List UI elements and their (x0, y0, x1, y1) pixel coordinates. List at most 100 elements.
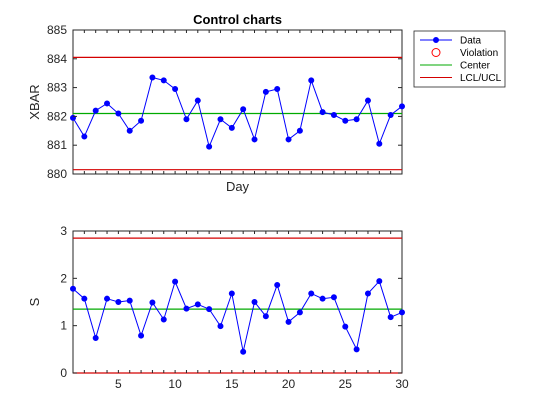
ax2-x-tick-label: 20 (282, 377, 296, 391)
ax1-y-tick-label: 885 (47, 23, 67, 37)
ax2-data-point (319, 295, 326, 302)
ax1-data-point (285, 136, 292, 143)
ax2-data-point (308, 290, 315, 297)
ax2-data-point (251, 299, 258, 305)
s-marks (70, 278, 405, 355)
ax2-y-tick-label: 2 (60, 271, 67, 285)
ax2-data-point (149, 299, 156, 306)
ax2-x-tick-label: 10 (168, 377, 182, 391)
ax1-data-point (183, 116, 190, 123)
ax1-data-point (194, 97, 201, 104)
ax1-y-tick-label: 880 (47, 167, 67, 181)
ax1-data-point (206, 143, 213, 150)
ax2-data-point (296, 309, 303, 316)
ax1-data-point (262, 88, 269, 95)
ax1-data-point (330, 111, 337, 118)
legend-label: LCL/UCL (460, 73, 502, 84)
ax1-data-point (319, 109, 326, 116)
ax1-data-point (115, 110, 122, 117)
legend-swatch-marker (433, 37, 439, 43)
legend-label: Data (460, 36, 482, 47)
ax1-data-point (308, 77, 315, 84)
ax1-data-point (104, 100, 111, 107)
legend-entry: LCL/UCL (420, 73, 502, 84)
legend-label: Violation (460, 48, 498, 59)
ax1-y-tick-label: 882 (47, 109, 67, 123)
ax2-x-tick-label: 15 (225, 377, 239, 391)
ax2-y-tick-label: 1 (60, 319, 67, 333)
ax2-x-tick-label: 30 (395, 377, 409, 391)
xbar-y-axis-label: XBAR (27, 84, 42, 119)
ax2-data-point (342, 323, 349, 330)
ax2-data-point (115, 299, 122, 305)
ax2-data-point (364, 290, 371, 297)
ax2-data-point (126, 297, 133, 304)
s-ticks: 0 1 2 3 5 10 15 20 25 30 (60, 224, 409, 391)
ax2-data-point (240, 348, 247, 355)
ax1-data-point (399, 103, 405, 110)
ax1-data-point (251, 136, 258, 143)
ax1-data-point (240, 106, 247, 113)
ax2-data-point (70, 285, 76, 292)
legend-entry: Data (420, 36, 482, 47)
ax1-y-tick-label: 884 (47, 52, 67, 66)
ax2-data-point (194, 301, 201, 308)
xbar-marks (70, 74, 405, 150)
ax2-data-point (399, 309, 405, 316)
ax1-data-point (172, 86, 179, 93)
ax2-y-tick-label: 3 (60, 224, 67, 238)
ax1-data-point (81, 133, 88, 140)
s-y-axis-label: S (27, 297, 42, 306)
ax2-data-point (376, 278, 383, 285)
xbar-axes: 880 881 882 883 884 885 Control charts Day XB… (27, 12, 405, 194)
ax1-data-point (274, 86, 281, 93)
ax1-data-point (92, 107, 99, 114)
ax1-y-tick-label: 883 (47, 81, 67, 95)
ax2-data-point (228, 290, 235, 297)
ax2-data-point (217, 323, 224, 330)
ax1-data-point (126, 127, 133, 134)
ax2-data-point (81, 295, 88, 302)
xbar-ticks: 880 881 882 883 884 885 (47, 23, 403, 181)
ax2-data-point (274, 281, 281, 288)
chart-title: Control charts (193, 12, 282, 27)
ax2-data-point (330, 294, 337, 301)
ax2-x-tick-label: 5 (115, 377, 122, 391)
ax2-data-point (138, 332, 145, 339)
ax1-data-point (342, 117, 349, 124)
ax2-data-point (104, 295, 111, 302)
ax1-data-point (160, 77, 167, 84)
s-axes: 0 1 2 3 5 10 15 20 25 30 S (27, 224, 409, 391)
ax1-data-point (296, 127, 303, 134)
ax2-y-tick-label: 0 (60, 366, 67, 380)
ax2-data-point (353, 346, 360, 353)
ax1-data-point (387, 111, 394, 118)
ax1-data-point (228, 124, 235, 131)
ax1-data-point (217, 116, 224, 123)
ax2-data-point (387, 314, 394, 321)
ax1-data-point (376, 140, 383, 147)
ax1-y-tick-label: 881 (47, 138, 67, 152)
ax2-data-point (160, 316, 167, 323)
ax2-data-point (206, 306, 213, 313)
ax2-data-point (172, 278, 179, 285)
ax2-data-point (92, 334, 99, 341)
ax2-data-point (285, 318, 292, 325)
ax1-data-point (364, 97, 371, 104)
ax2-x-tick-label: 25 (339, 377, 353, 391)
ax2-data-point (183, 305, 190, 312)
ax1-data-point (353, 116, 360, 123)
ax2-data-point (262, 313, 269, 320)
xbar-x-axis-label: Day (226, 179, 250, 194)
legend-entry: Violation (431, 48, 498, 59)
ax1-data-point (138, 117, 145, 124)
ax1-data-point (149, 74, 156, 81)
xbar-plot-area (72, 29, 403, 175)
legend-swatch-circle (431, 48, 441, 57)
legend-entry: Center (420, 61, 491, 72)
legend-label: Center (460, 61, 491, 72)
